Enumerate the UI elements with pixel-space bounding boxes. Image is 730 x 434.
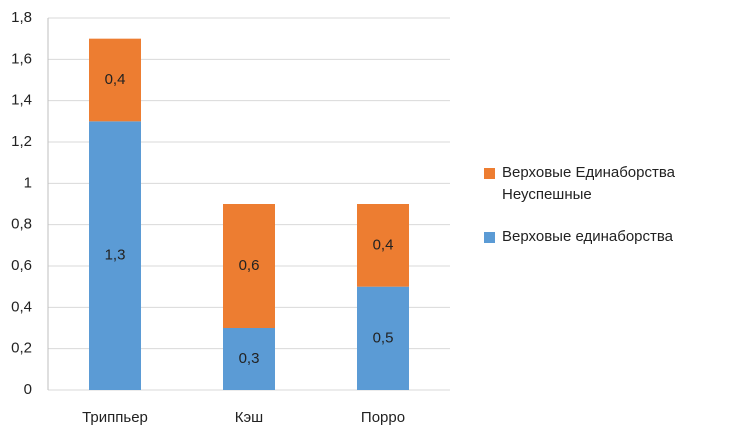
y-tick-label: 1,8: [11, 9, 32, 26]
bar-segment: [357, 204, 409, 287]
legend-swatch: [484, 232, 495, 243]
data-label: 0,4: [373, 236, 394, 253]
bar-segment: [357, 286, 409, 390]
x-tick-label: Порро: [361, 409, 405, 426]
legend-label: Верховые Единаборства Неуспешные: [502, 164, 676, 203]
y-tick-label: 0,2: [11, 340, 32, 357]
x-tick-label: Триппьер: [82, 409, 148, 426]
data-label: 0,3: [239, 350, 260, 367]
data-label: 0,4: [105, 71, 126, 88]
data-label: 0,5: [373, 329, 394, 346]
y-tick-label: 0,6: [11, 257, 32, 274]
y-tick-label: 1,4: [11, 92, 32, 109]
y-tick-label: 0,8: [11, 216, 32, 233]
y-tick-label: 1: [24, 174, 32, 191]
x-tick-label: Кэш: [235, 409, 263, 426]
legend-swatch: [484, 168, 495, 179]
y-tick-label: 0,4: [11, 298, 32, 315]
legend-item: Верховые Единаборства Неуспешные: [484, 162, 724, 206]
legend-label: Верховые единаборства: [502, 228, 674, 245]
legend: Верховые Единаборства Неуспешные Верховые…: [484, 162, 724, 268]
bar-segment: [89, 121, 141, 390]
data-label: 1,3: [105, 247, 126, 264]
legend-item: Верховые единаборства: [484, 226, 724, 248]
bar-segment: [223, 204, 275, 328]
data-label: 0,6: [239, 257, 260, 274]
bar-segment: [223, 328, 275, 390]
y-tick-label: 1,2: [11, 133, 32, 150]
bar-segment: [89, 38, 141, 122]
y-tick-label: 1,6: [11, 50, 32, 67]
y-tick-label: 0: [24, 381, 32, 398]
